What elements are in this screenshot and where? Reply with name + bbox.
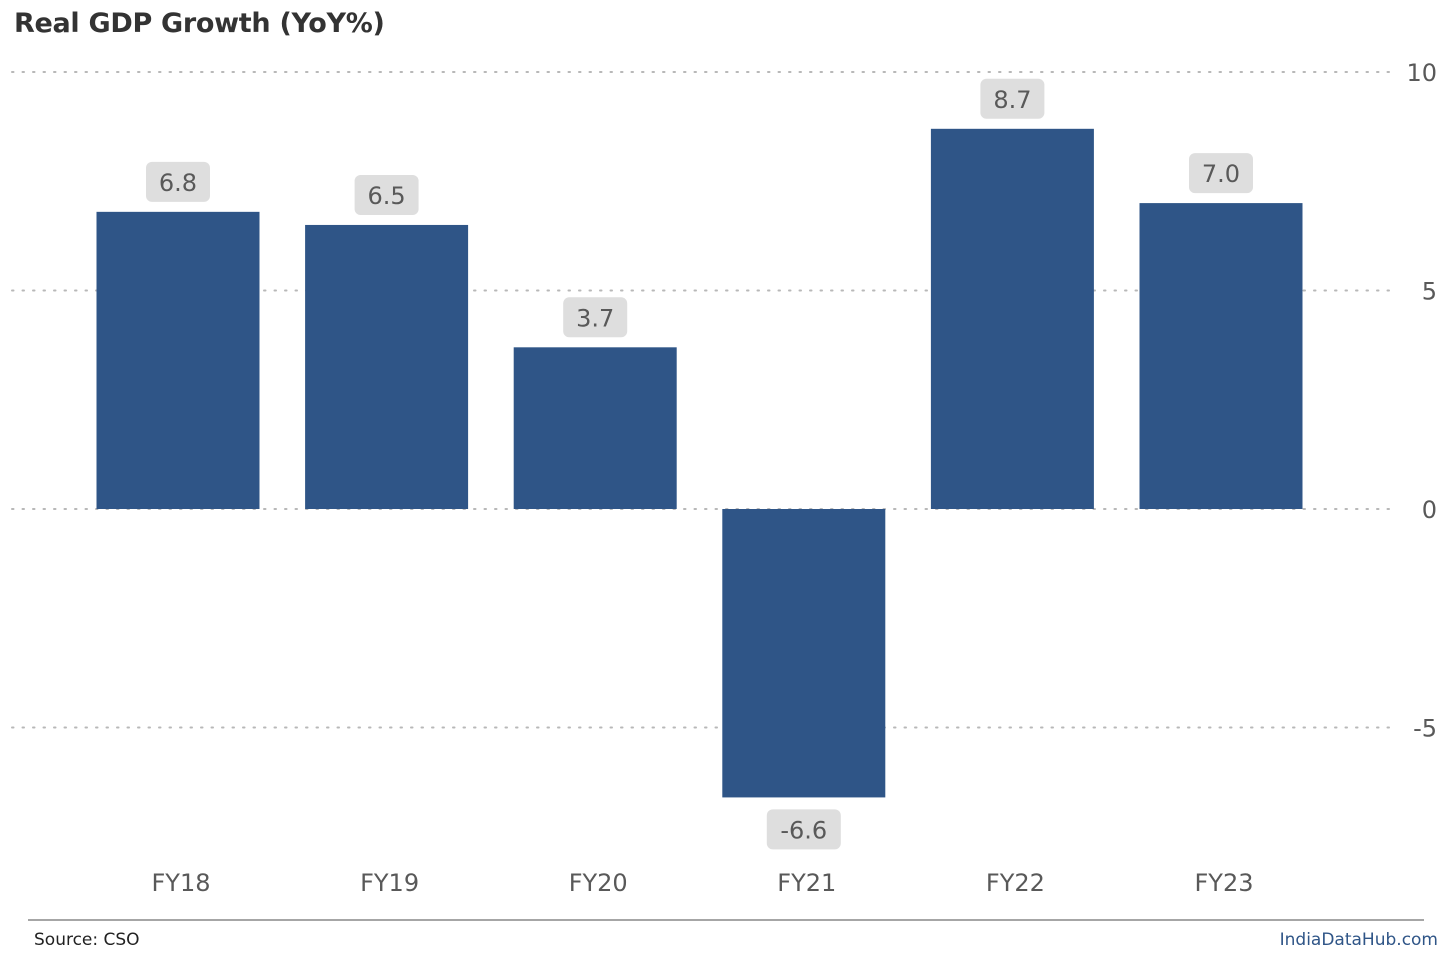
data-label-bg: [563, 297, 628, 338]
bar-fy18: [96, 211, 260, 509]
x-tick-label: FY21: [777, 869, 836, 897]
bar-fy20: [513, 347, 677, 509]
chart-title: Real GDP Growth (YoY%): [14, 8, 385, 39]
x-tick-label: FY18: [151, 869, 210, 897]
y-tick-label: 10: [1406, 59, 1437, 87]
data-labels: 6.8 6.5 3.7 -6.6 8.7 7.0: [146, 78, 1253, 850]
bar-fy21: [722, 509, 886, 798]
data-label: 6.8: [159, 169, 197, 197]
x-tick-label: FY22: [986, 869, 1045, 897]
footer-divider: [28, 919, 1424, 921]
data-label: 8.7: [993, 86, 1031, 114]
y-axis-labels: 10 5 0 -5: [1406, 59, 1437, 743]
data-label-bg: [766, 809, 841, 850]
source-note: Source: CSO: [34, 930, 140, 950]
y-tick-label: 5: [1422, 278, 1437, 306]
bar-fy23: [1139, 203, 1303, 509]
data-label-bg: [980, 78, 1045, 119]
data-label-bg: [354, 174, 419, 215]
data-label-bg: [1189, 153, 1253, 194]
data-label-bg: [146, 161, 210, 202]
data-label: 6.5: [368, 182, 406, 210]
bar-fy19: [305, 224, 469, 509]
x-tick-label: FY23: [1194, 869, 1253, 897]
bars: [96, 128, 1303, 798]
data-label: 7.0: [1202, 160, 1240, 188]
bar-chart: 6.8 6.5 3.7 -6.6 8.7 7.0 FY18 FY19 FY20 FY21 FY22…: [11, 59, 1437, 897]
brand-link[interactable]: IndiaDataHub.com: [1279, 930, 1438, 950]
x-axis-labels: FY18 FY19 FY20 FY21 FY22 FY23: [151, 869, 1253, 897]
data-label: 3.7: [576, 304, 614, 332]
x-tick-label: FY19: [360, 869, 419, 897]
x-tick-label: FY20: [569, 869, 628, 897]
bar-fy22: [930, 128, 1094, 509]
y-tick-label: -5: [1413, 715, 1437, 743]
y-tick-label: 0: [1422, 496, 1437, 524]
data-label: -6.6: [780, 816, 827, 844]
